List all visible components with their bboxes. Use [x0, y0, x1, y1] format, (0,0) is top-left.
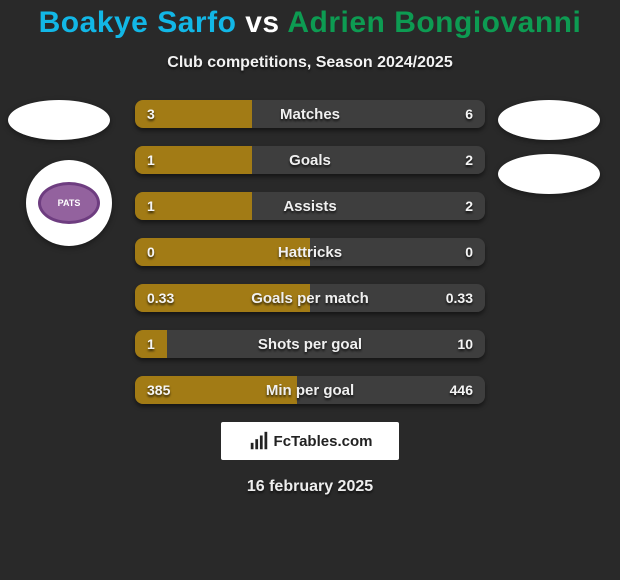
- stat-bar-left: [135, 284, 310, 312]
- stat-row: Matches36: [135, 100, 485, 128]
- title-player1: Boakye Sarfo: [39, 6, 237, 39]
- stat-bar-left: [135, 238, 310, 266]
- stat-row: Assists12: [135, 192, 485, 220]
- stat-row: Goals12: [135, 146, 485, 174]
- stat-bar-left: [135, 100, 252, 128]
- date-label: 16 february 2025: [0, 478, 620, 496]
- comparison-stage: PATS Matches36 Goals12 Assists12 Hattricks0…: [0, 100, 620, 404]
- stat-bar-right: [252, 100, 485, 128]
- stat-bar-left: [135, 146, 252, 174]
- page-title: Boakye Sarfo vs Adrien Bongiovanni: [0, 0, 620, 40]
- stat-row: Shots per goal110: [135, 330, 485, 358]
- stat-bar-right: [310, 284, 485, 312]
- stat-bar-left: [135, 192, 252, 220]
- stat-row: Goals per match0.330.33: [135, 284, 485, 312]
- branding-text: FcTables.com: [274, 433, 373, 450]
- player1-avatar-placeholder: [8, 100, 110, 140]
- title-player2: Adrien Bongiovanni: [287, 6, 581, 39]
- stat-row: Min per goal385446: [135, 376, 485, 404]
- club-badge-label: PATS: [58, 199, 81, 208]
- stat-bar-right: [167, 330, 485, 358]
- branding-badge: FcTables.com: [221, 422, 399, 460]
- stat-bar-right: [310, 238, 485, 266]
- stat-bars: Matches36 Goals12 Assists12 Hattricks00 Goal…: [135, 100, 485, 404]
- subtitle: Club competitions, Season 2024/2025: [0, 54, 620, 72]
- stat-bar-left: [135, 376, 297, 404]
- stat-bar-left: [135, 330, 167, 358]
- stat-row: Hattricks00: [135, 238, 485, 266]
- stat-bar-right: [297, 376, 485, 404]
- chart-icon: [248, 430, 270, 452]
- stat-bar-right: [252, 146, 485, 174]
- title-vs: vs: [245, 6, 279, 39]
- player2-avatar-placeholder: [498, 100, 600, 140]
- player2-avatar-placeholder-2: [498, 154, 600, 194]
- stat-bar-right: [252, 192, 485, 220]
- player1-club-badge: PATS: [26, 160, 112, 246]
- club-badge-icon: PATS: [38, 182, 100, 224]
